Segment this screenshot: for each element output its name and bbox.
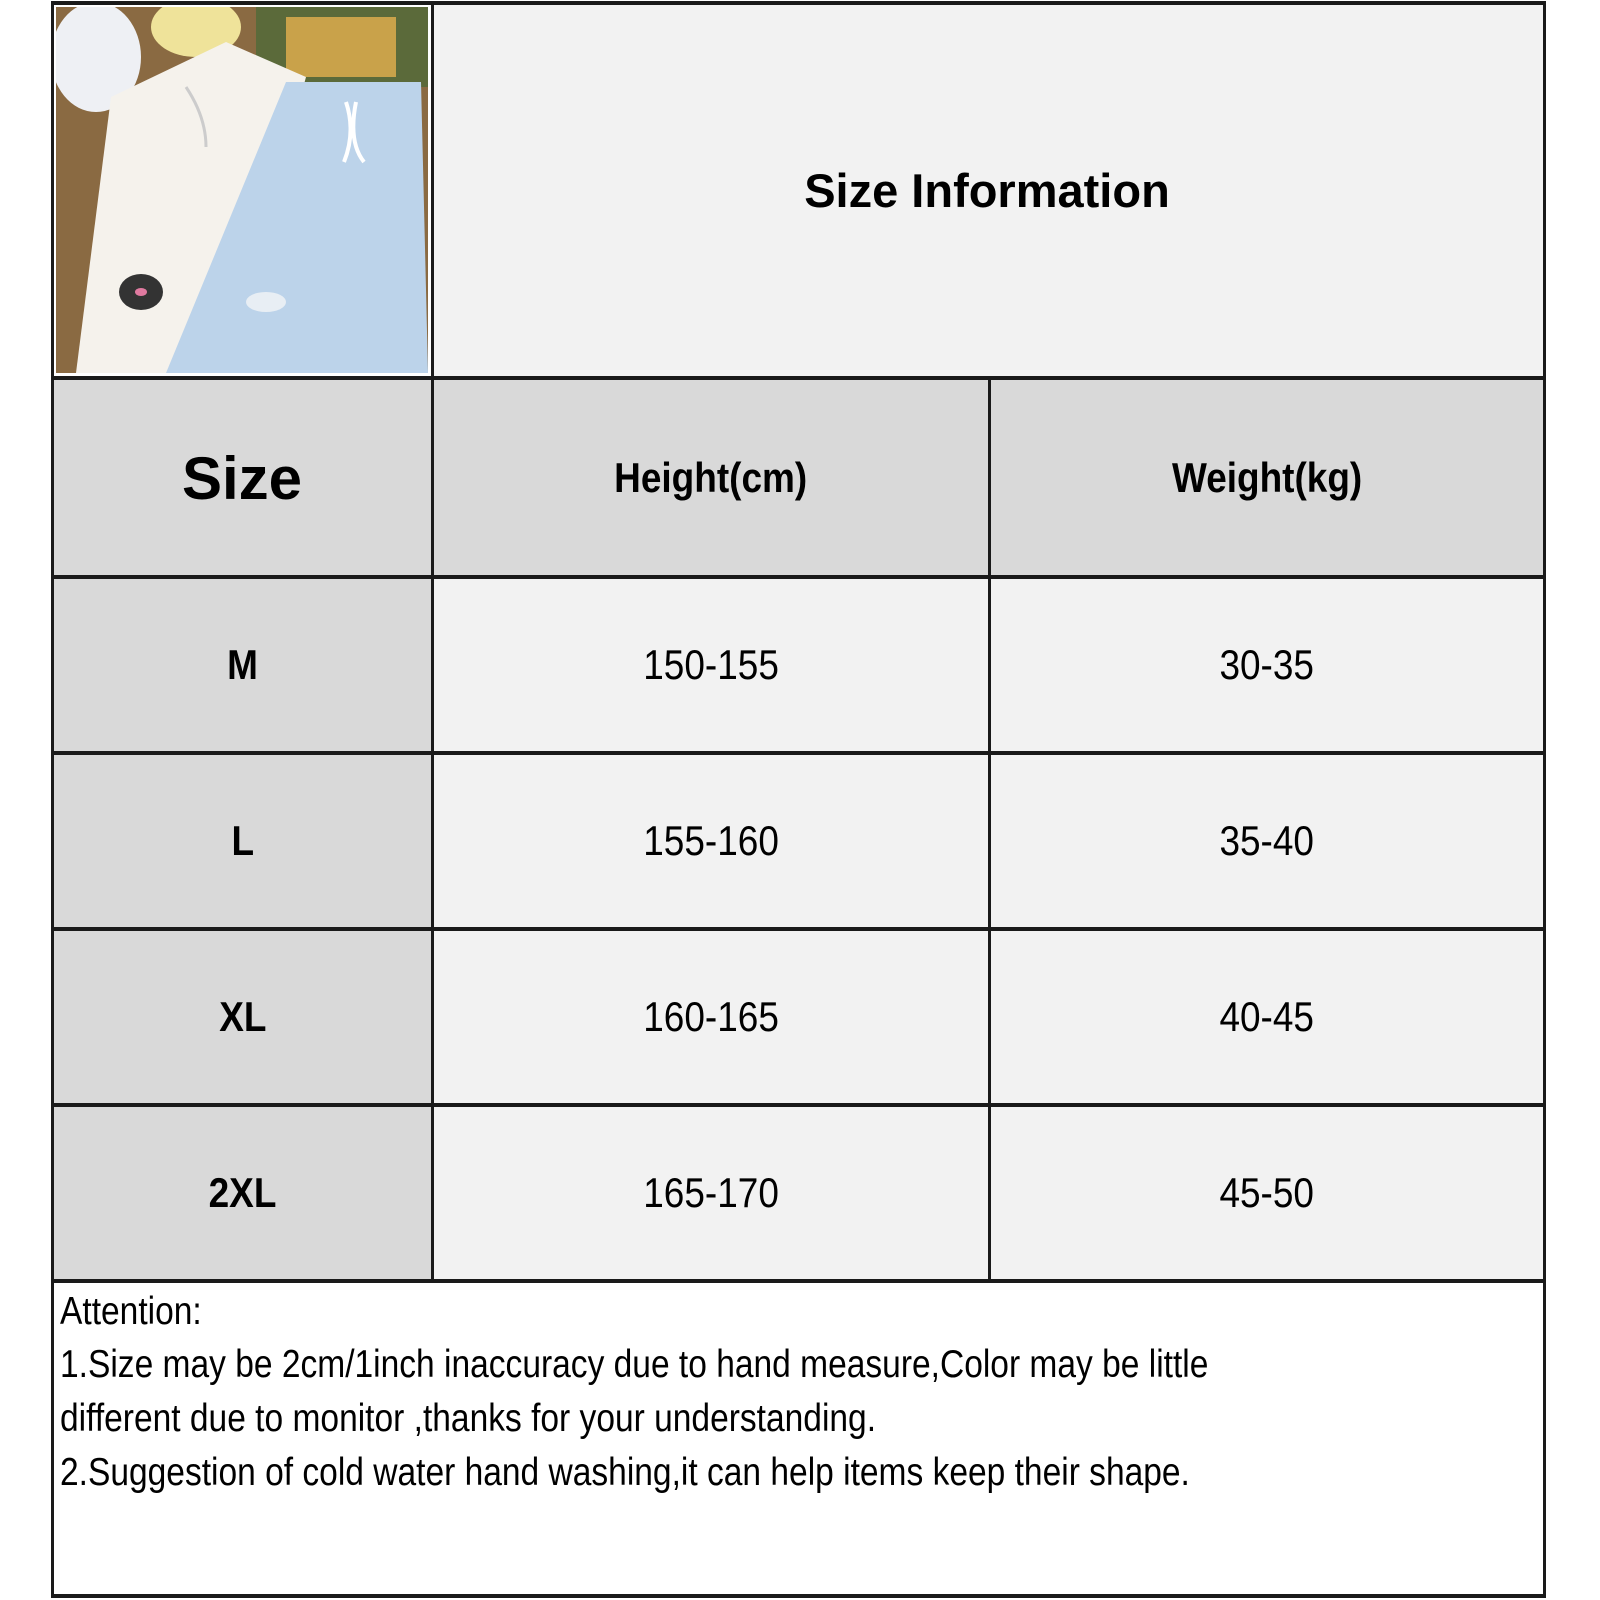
- header-weight-label: Weight(kg): [1171, 454, 1363, 501]
- divider-row: [51, 927, 1546, 931]
- header-size: Size: [53, 380, 431, 576]
- header-height: Height(cm): [434, 380, 988, 576]
- divider-col-2: [988, 377, 991, 1280]
- shorts-photo-icon: [56, 7, 428, 373]
- attention-line-3: 2.Suggestion of cold water hand washing,…: [60, 1451, 1190, 1494]
- table-cell-height: 150-155: [434, 579, 988, 751]
- table-cell-size: XL: [54, 931, 431, 1103]
- divider-row: [51, 575, 1546, 579]
- weight-value: 30-35: [1219, 641, 1315, 688]
- height-value: 155-160: [643, 817, 779, 864]
- table-cell-height: 160-165: [434, 931, 988, 1103]
- weight-value: 45-50: [1219, 1169, 1315, 1216]
- border-right: [1543, 1, 1546, 1597]
- height-value: 150-155: [643, 641, 779, 688]
- size-value: 2XL: [208, 1169, 277, 1216]
- title-cell: Size Information: [431, 3, 1543, 377]
- table-cell-weight: 45-50: [991, 1107, 1543, 1279]
- header-height-label: Height(cm): [614, 454, 808, 501]
- table-cell-weight: 40-45: [991, 931, 1543, 1103]
- attention-box: [51, 1280, 1545, 1596]
- divider-row: [51, 1279, 1546, 1283]
- divider-row: [51, 1103, 1546, 1107]
- size-value: M: [227, 641, 258, 688]
- table-cell-size: 2XL: [54, 1107, 431, 1279]
- header-weight: Weight(kg): [991, 380, 1543, 576]
- table-cell-weight: 35-40: [991, 755, 1543, 927]
- size-value: L: [231, 817, 254, 864]
- height-value: 160-165: [643, 993, 779, 1040]
- attention-line-1: 1.Size may be 2cm/1inch inaccuracy due t…: [60, 1343, 1209, 1386]
- attention-heading: Attention:: [60, 1290, 202, 1333]
- height-value: 165-170: [643, 1169, 779, 1216]
- page-title: Size Information: [804, 163, 1170, 217]
- border-bottom: [51, 1594, 1546, 1598]
- border-top: [51, 1, 1546, 5]
- divider-col-1: [431, 1, 434, 1280]
- attention-line-2: different due to monitor ,thanks for you…: [60, 1397, 877, 1440]
- table-cell-weight: 30-35: [991, 579, 1543, 751]
- table-cell-size: M: [54, 579, 431, 751]
- table-cell-height: 155-160: [434, 755, 988, 927]
- weight-value: 40-45: [1219, 993, 1315, 1040]
- product-photo: [56, 7, 428, 373]
- size-value: XL: [218, 993, 267, 1040]
- table-cell-size: L: [54, 755, 431, 927]
- divider-row: [51, 751, 1546, 755]
- border-left: [51, 1, 54, 1597]
- header-size-label: Size: [181, 444, 303, 512]
- table-cell-height: 165-170: [434, 1107, 988, 1279]
- weight-value: 35-40: [1219, 817, 1315, 864]
- divider-row: [51, 376, 1546, 380]
